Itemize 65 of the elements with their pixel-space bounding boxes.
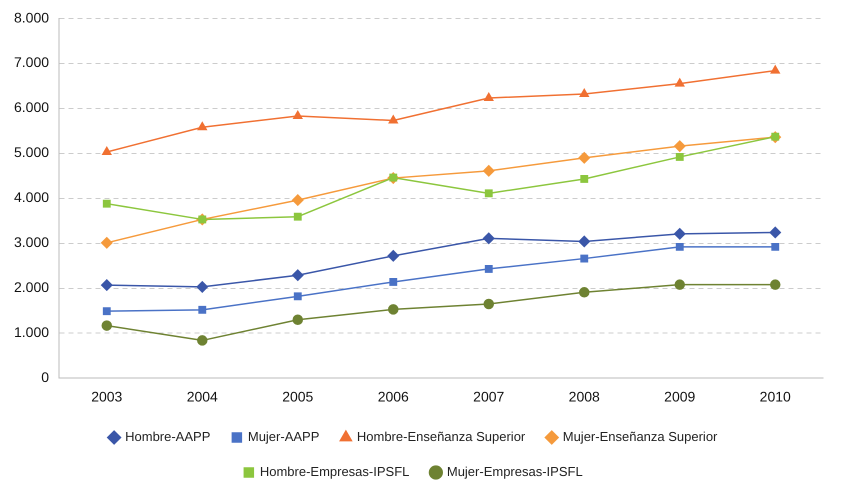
point	[674, 228, 686, 240]
y-tick-label: 5.000	[14, 144, 50, 160]
point	[292, 269, 304, 281]
point	[198, 306, 206, 314]
x-tick-label: 2006	[378, 388, 410, 404]
point	[484, 298, 494, 310]
point	[388, 304, 399, 315]
point	[196, 281, 208, 293]
y-tick-label: 6.000	[14, 99, 50, 116]
point	[197, 335, 208, 346]
point	[674, 279, 686, 290]
point	[675, 78, 684, 87]
y-tick-label: 1.000	[14, 324, 50, 340]
point	[484, 92, 494, 102]
legend-label: Hombre-Empresas-IPSFL	[260, 464, 410, 480]
point	[484, 189, 493, 198]
point	[101, 237, 113, 249]
point	[101, 279, 113, 291]
y-tick-label: 3.000	[14, 234, 50, 250]
legend-label: Hombre-AAPP	[125, 429, 210, 444]
legend-label: Mujer-Empresas-IPSFL	[446, 464, 583, 480]
y-tick-label: 0	[41, 369, 50, 386]
x-tick-label: 2008	[568, 388, 600, 404]
point	[294, 292, 302, 300]
y-tick-label: 7.000	[14, 54, 50, 70]
point	[483, 232, 495, 244]
point	[580, 254, 588, 262]
point	[770, 65, 780, 74]
point	[293, 110, 302, 119]
point	[674, 140, 686, 152]
x-tick-label: 2007	[473, 388, 505, 404]
legend-label: Hombre-Enseñanza Superior	[356, 429, 526, 444]
point	[580, 175, 588, 183]
point	[292, 314, 304, 325]
point	[292, 194, 304, 206]
point	[102, 200, 111, 208]
point	[580, 88, 589, 97]
x-tick-label: 2009	[664, 388, 696, 404]
point	[578, 236, 590, 248]
point	[578, 152, 590, 164]
point	[483, 165, 495, 177]
point	[102, 320, 112, 331]
point	[676, 152, 684, 161]
point	[770, 226, 781, 238]
x-tick-label: 2010	[760, 388, 792, 404]
x-tick-label: 2004	[186, 388, 218, 404]
point	[198, 122, 207, 130]
point	[102, 307, 111, 316]
point	[579, 287, 590, 298]
point	[294, 212, 302, 221]
point	[484, 264, 493, 273]
y-tick-label: 4.000	[14, 189, 50, 206]
point	[389, 278, 398, 286]
y-tick-label: 8.000	[14, 9, 50, 26]
x-tick-label: 2003	[91, 388, 123, 404]
y-tick-label: 2.000	[14, 279, 50, 296]
point	[388, 250, 400, 262]
x-tick-label: 2005	[282, 388, 314, 404]
point	[388, 115, 398, 124]
point	[676, 242, 684, 251]
point	[770, 279, 780, 290]
legend-label: Mujer-AAPP	[248, 429, 320, 444]
point	[771, 242, 780, 251]
legend-label: Mujer-Enseñanza Superior	[562, 429, 718, 444]
point	[102, 146, 112, 155]
